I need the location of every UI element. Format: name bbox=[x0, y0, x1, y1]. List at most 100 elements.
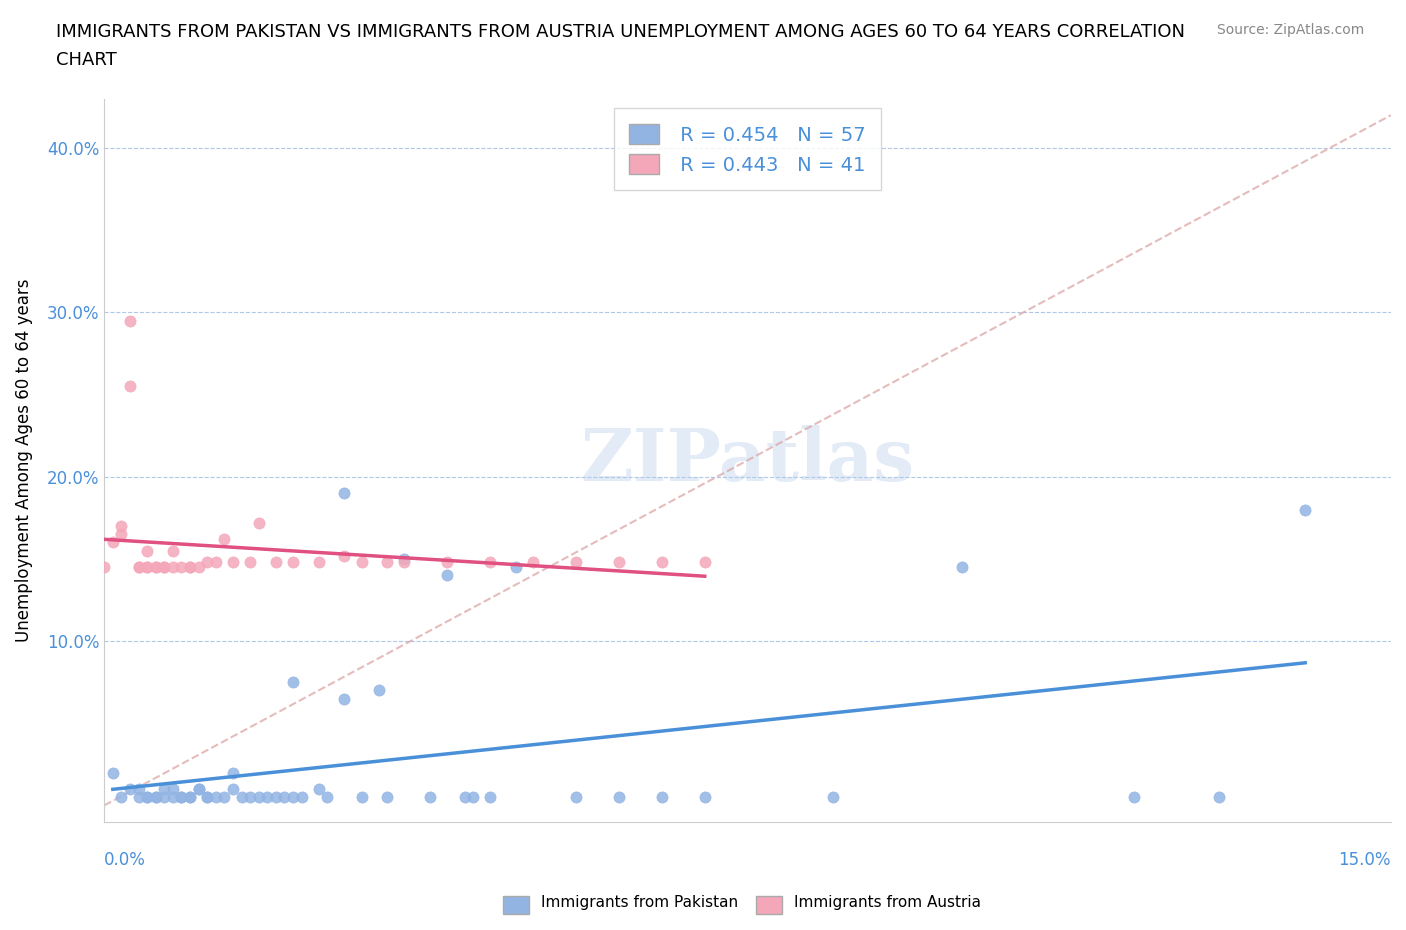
Point bbox=[136, 543, 159, 558]
Point bbox=[333, 691, 356, 706]
Text: 15.0%: 15.0% bbox=[1339, 851, 1391, 869]
Text: Immigrants from Austria: Immigrants from Austria bbox=[794, 895, 981, 910]
Point bbox=[1208, 790, 1230, 804]
Point bbox=[136, 790, 159, 804]
Point bbox=[651, 790, 673, 804]
Point bbox=[145, 790, 167, 804]
Point bbox=[350, 554, 373, 569]
Point bbox=[565, 554, 588, 569]
Point bbox=[436, 568, 458, 583]
Point bbox=[290, 790, 312, 804]
Point bbox=[419, 790, 441, 804]
Point bbox=[308, 554, 330, 569]
Point bbox=[153, 560, 176, 575]
Point bbox=[118, 781, 141, 796]
Point bbox=[195, 554, 218, 569]
Point bbox=[479, 790, 502, 804]
Point bbox=[204, 554, 226, 569]
Point bbox=[195, 790, 218, 804]
Text: Immigrants from Pakistan: Immigrants from Pakistan bbox=[541, 895, 738, 910]
Point bbox=[153, 790, 176, 804]
Point bbox=[247, 515, 270, 530]
Point bbox=[607, 554, 630, 569]
Point bbox=[118, 313, 141, 328]
Point bbox=[350, 790, 373, 804]
Point bbox=[950, 560, 973, 575]
Point bbox=[222, 554, 245, 569]
Point bbox=[118, 379, 141, 393]
Text: ZIPatlas: ZIPatlas bbox=[581, 425, 915, 496]
Point bbox=[281, 790, 304, 804]
Point bbox=[281, 554, 304, 569]
Point bbox=[153, 560, 176, 575]
Point bbox=[693, 790, 716, 804]
Point bbox=[136, 560, 159, 575]
Point bbox=[214, 790, 236, 804]
Text: Source: ZipAtlas.com: Source: ZipAtlas.com bbox=[1216, 23, 1364, 37]
Legend:  R = 0.454   N = 57,  R = 0.443   N = 41: R = 0.454 N = 57, R = 0.443 N = 41 bbox=[614, 109, 882, 191]
Point bbox=[145, 790, 167, 804]
Point bbox=[222, 765, 245, 780]
Point bbox=[264, 790, 287, 804]
Point bbox=[1294, 502, 1316, 517]
Point bbox=[239, 790, 262, 804]
Point bbox=[195, 790, 218, 804]
Point bbox=[461, 790, 484, 804]
Point bbox=[394, 551, 416, 566]
Point bbox=[145, 560, 167, 575]
Point bbox=[222, 781, 245, 796]
Point bbox=[333, 548, 356, 563]
Point bbox=[128, 560, 150, 575]
Point bbox=[239, 554, 262, 569]
Point bbox=[128, 781, 150, 796]
Point bbox=[607, 790, 630, 804]
Point bbox=[110, 526, 132, 541]
Point bbox=[101, 765, 124, 780]
Point bbox=[153, 781, 176, 796]
Point bbox=[204, 790, 226, 804]
Point bbox=[187, 781, 209, 796]
Point bbox=[308, 781, 330, 796]
Point bbox=[128, 560, 150, 575]
Point bbox=[179, 560, 201, 575]
Point bbox=[394, 554, 416, 569]
Point bbox=[136, 560, 159, 575]
Point bbox=[375, 790, 398, 804]
Point bbox=[162, 560, 184, 575]
Point bbox=[823, 790, 845, 804]
Point bbox=[522, 554, 544, 569]
Point bbox=[367, 683, 389, 698]
Point bbox=[179, 560, 201, 575]
Point bbox=[110, 519, 132, 534]
Point bbox=[170, 560, 193, 575]
Point bbox=[214, 532, 236, 547]
Point bbox=[170, 790, 193, 804]
Point bbox=[162, 543, 184, 558]
Point bbox=[136, 790, 159, 804]
Point bbox=[187, 781, 209, 796]
Point bbox=[231, 790, 253, 804]
Point bbox=[187, 560, 209, 575]
Text: 0.0%: 0.0% bbox=[104, 851, 146, 869]
Point bbox=[162, 790, 184, 804]
Text: IMMIGRANTS FROM PAKISTAN VS IMMIGRANTS FROM AUSTRIA UNEMPLOYMENT AMONG AGES 60 T: IMMIGRANTS FROM PAKISTAN VS IMMIGRANTS F… bbox=[56, 23, 1185, 41]
Point bbox=[145, 560, 167, 575]
Point bbox=[93, 560, 115, 575]
Point bbox=[170, 790, 193, 804]
Point bbox=[375, 554, 398, 569]
Point bbox=[436, 554, 458, 569]
Point bbox=[479, 554, 502, 569]
Point bbox=[179, 790, 201, 804]
Point bbox=[264, 554, 287, 569]
Point bbox=[101, 535, 124, 550]
Point bbox=[333, 485, 356, 500]
Point bbox=[693, 554, 716, 569]
Text: CHART: CHART bbox=[56, 51, 117, 69]
Point bbox=[256, 790, 278, 804]
Point bbox=[316, 790, 339, 804]
Y-axis label: Unemployment Among Ages 60 to 64 years: Unemployment Among Ages 60 to 64 years bbox=[15, 278, 32, 642]
Point bbox=[651, 554, 673, 569]
Point bbox=[453, 790, 475, 804]
Point bbox=[1122, 790, 1144, 804]
Point bbox=[281, 675, 304, 690]
